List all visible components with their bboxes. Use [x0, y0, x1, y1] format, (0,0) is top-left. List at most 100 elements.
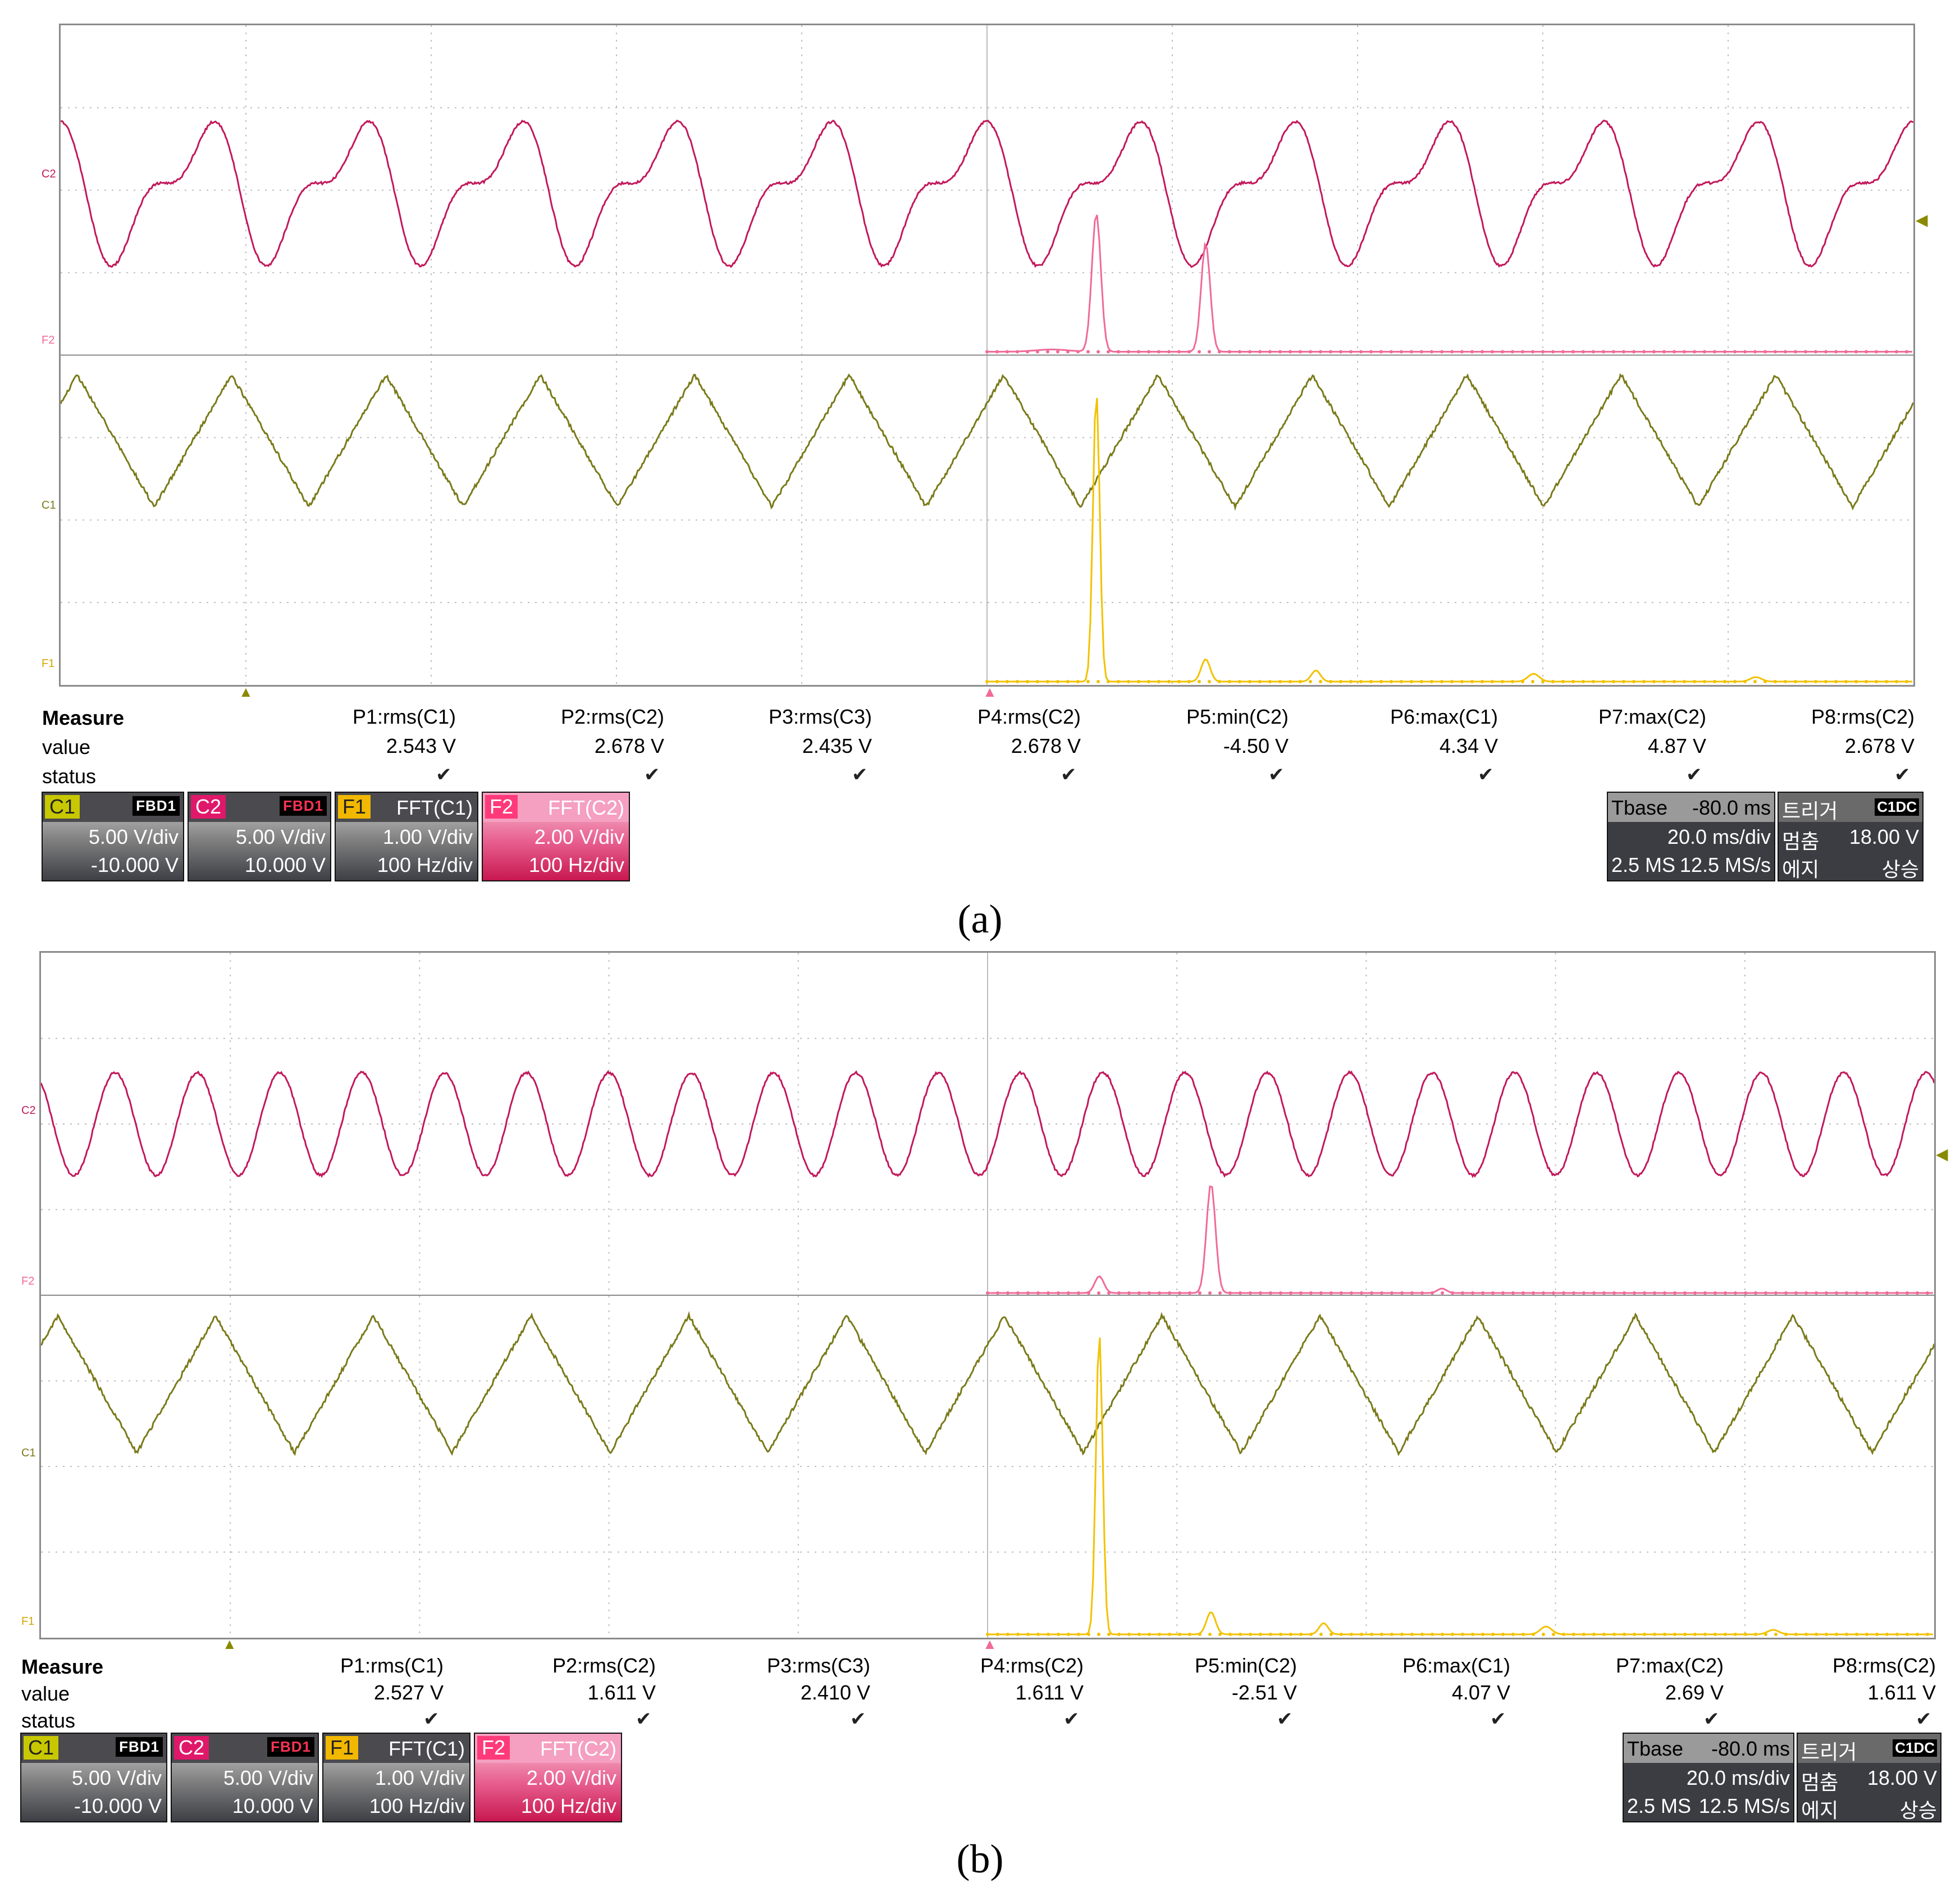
timebase-box[interactable]: Tbase -80.0 ms 20.0 ms/div 2.5 MS 12.5 M… — [1623, 1733, 1794, 1822]
fft-sample-dot — [1309, 1633, 1313, 1636]
status-check-icon: ✔ — [1490, 1708, 1506, 1730]
fft-sample-dot — [1643, 1633, 1646, 1636]
fft-sample-dot — [1532, 1633, 1535, 1636]
f2-fft-trace — [988, 1186, 1933, 1293]
fft-sample-dot — [1239, 1291, 1242, 1295]
fft-sample-dot — [1431, 1291, 1434, 1295]
fft-sample-dot — [1168, 1291, 1171, 1295]
fft-sample-dot — [1845, 1633, 1848, 1636]
waveform-svg-b — [41, 953, 1934, 1638]
fft-sample-dot — [1067, 1633, 1070, 1636]
fft-sample-dot — [1653, 1633, 1656, 1636]
fft-sample-dot — [1451, 1633, 1454, 1636]
fft-sample-dot — [1693, 1291, 1697, 1295]
fft-sample-dot — [996, 1291, 999, 1295]
fft-sample-dot — [1380, 1291, 1383, 1295]
fft-sample-dot — [1208, 1633, 1212, 1636]
measure-param-value: 1.611 V — [1016, 1681, 1084, 1705]
fft-sample-dot — [1714, 1633, 1717, 1636]
fft-sample-dot — [1582, 1633, 1586, 1636]
fft-sample-dot — [1228, 1291, 1232, 1295]
fft-sample-dot — [1329, 1633, 1333, 1636]
measure-param-value: 1.611 V — [1868, 1681, 1936, 1705]
fft-sample-dot — [1673, 1291, 1676, 1295]
measure-param-value: 2.410 V — [801, 1681, 870, 1705]
channel-box-f1[interactable]: F1 FFT(C1) 1.00 V/div 100 Hz/div — [322, 1733, 470, 1822]
fft-sample-dot — [1734, 1291, 1737, 1295]
fft-sample-dot — [1703, 1633, 1707, 1636]
fft-sample-dot — [1764, 1291, 1767, 1295]
fft-sample-dot — [1026, 1291, 1030, 1295]
channel-box-c2[interactable]: C2 FBD1 5.00 V/div 10.000 V — [171, 1733, 319, 1822]
fft-sample-dot — [1319, 1633, 1323, 1636]
fft-sample-dot — [1299, 1291, 1303, 1295]
fft-sample-dot — [1178, 1291, 1181, 1295]
fft-sample-dot — [1784, 1633, 1788, 1636]
fft-sample-dot — [1047, 1633, 1050, 1636]
measure-param-name: P1:rms(C1) — [340, 1654, 444, 1678]
fft-sample-dot — [1239, 1633, 1242, 1636]
fft-sample-dot — [1552, 1291, 1555, 1295]
fft-sample-dot — [1653, 1291, 1656, 1295]
channel-box-f2[interactable]: F2 FFT(C2) 2.00 V/div 100 Hz/div — [474, 1733, 622, 1822]
fft-sample-dot — [1916, 1291, 1919, 1295]
fft-sample-dot — [1047, 1291, 1050, 1295]
fft-sample-dot — [1168, 1633, 1171, 1636]
measure-title: Measure — [21, 1655, 103, 1679]
measure-param-name: P2:rms(C2) — [552, 1654, 656, 1678]
fft-sample-dot — [1127, 1633, 1131, 1636]
fft-sample-dot — [1633, 1291, 1636, 1295]
fft-sample-dot — [1663, 1291, 1666, 1295]
fft-sample-dot — [1057, 1633, 1060, 1636]
fft-sample-dot — [1390, 1291, 1394, 1295]
fft-sample-dot — [1794, 1633, 1798, 1636]
fft-sample-dot — [1683, 1633, 1687, 1636]
channel-box-c1[interactable]: C1 FBD1 5.00 V/div -10.000 V — [20, 1733, 167, 1822]
fft-sample-dot — [1309, 1291, 1313, 1295]
fft-sample-dot — [1744, 1291, 1747, 1295]
fft-sample-dot — [1522, 1291, 1525, 1295]
fft-sample-dot — [1683, 1291, 1687, 1295]
measure-row-status: status — [21, 1709, 75, 1733]
fft-sample-dot — [1158, 1291, 1161, 1295]
fft-sample-dot — [1572, 1633, 1575, 1636]
fft-sample-dot — [1198, 1633, 1201, 1636]
measure-param-value: -2.51 V — [1232, 1681, 1297, 1705]
status-check-icon: ✔ — [636, 1708, 652, 1730]
fft-sample-dot — [1602, 1633, 1606, 1636]
fft-sample-dot — [1906, 1291, 1909, 1295]
fft-sample-dot — [1067, 1291, 1070, 1295]
fft-sample-dot — [1228, 1633, 1232, 1636]
fft-sample-dot — [1117, 1633, 1121, 1636]
fft-sample-dot — [1410, 1291, 1414, 1295]
fft-sample-dot — [1289, 1633, 1292, 1636]
fft-sample-dot — [1663, 1633, 1666, 1636]
fft-sample-dot — [1269, 1633, 1272, 1636]
fft-sample-dot — [1895, 1291, 1899, 1295]
fft-sample-dot — [1501, 1291, 1505, 1295]
fft-sample-dot — [1006, 1633, 1009, 1636]
fft-sample-dot — [1198, 1291, 1201, 1295]
fft-sample-dot — [1158, 1633, 1161, 1636]
fft-sample-dot — [1087, 1291, 1090, 1295]
measure-param-value: 2.69 V — [1665, 1681, 1724, 1705]
fft-sample-dot — [1926, 1633, 1929, 1636]
trigger-box[interactable]: 트리거 C1DC 멈춤 18.00 V 에지 상승 — [1797, 1733, 1941, 1822]
fft-sample-dot — [1420, 1633, 1424, 1636]
fft-sample-dot — [1188, 1291, 1191, 1295]
fft-sample-dot — [1926, 1291, 1929, 1295]
fft-sample-dot — [1269, 1291, 1272, 1295]
fft-sample-dot — [1815, 1291, 1818, 1295]
channel-offset: -10.000 V — [74, 1794, 162, 1818]
fft-sample-dot — [1592, 1291, 1596, 1295]
fft-sample-dot — [1825, 1291, 1828, 1295]
fft-sample-dot — [1006, 1291, 1009, 1295]
channel-offset: 100 Hz/div — [521, 1794, 616, 1818]
c1-label: C1 — [21, 1447, 36, 1459]
measure-param-value: 1.611 V — [588, 1681, 656, 1705]
fft-sample-dot — [1370, 1291, 1373, 1295]
fft-sample-dot — [1885, 1633, 1889, 1636]
channel-scale: 1.00 V/div — [375, 1766, 465, 1790]
f2-label: F2 — [21, 1276, 34, 1287]
fft-sample-dot — [1592, 1633, 1596, 1636]
